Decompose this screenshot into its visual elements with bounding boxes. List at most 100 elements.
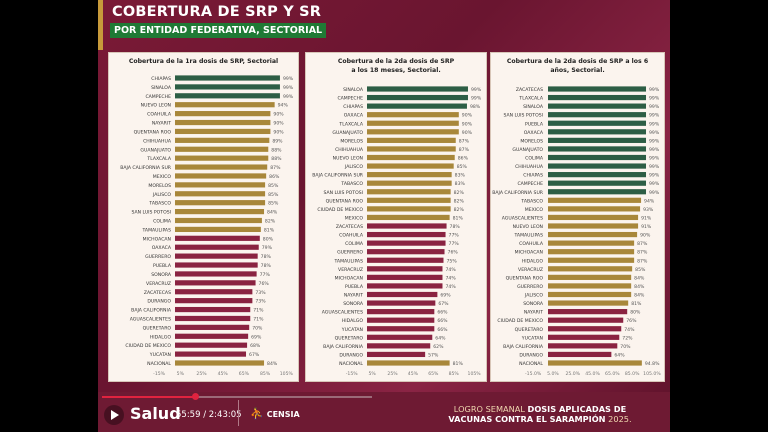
category-label: SONORA	[343, 301, 364, 307]
value-label: 99%	[649, 96, 660, 102]
bar-sinaloa	[367, 86, 468, 92]
category-label: OAXACA	[344, 113, 364, 119]
bar-nayarit	[367, 291, 438, 298]
category-label: CAMPECHE	[337, 96, 363, 102]
value-label: 77%	[260, 272, 271, 278]
bar-mexico	[367, 214, 450, 221]
category-label: COAHUILA	[339, 233, 364, 239]
value-label: 99%	[283, 76, 294, 82]
bar-veracruz	[175, 280, 256, 286]
category-label: CHIAPAS	[523, 173, 543, 179]
bar-yucatan	[175, 351, 247, 357]
category-label: MICHOACAN	[143, 236, 171, 242]
bar-baja-california-sur	[367, 172, 452, 178]
bar-michoacan	[175, 235, 260, 241]
bar-baja-california	[367, 343, 431, 349]
category-label: CHIAPAS	[343, 104, 363, 110]
value-label: 70%	[620, 344, 631, 350]
bar-chiapas	[175, 75, 280, 81]
bar-zacatecas	[367, 223, 447, 229]
slide-subtitle: POR ENTIDAD FEDERATIVA, SECTORIAL	[110, 23, 327, 38]
category-label: GUERRERO	[145, 254, 171, 260]
bar-tlaxcala	[367, 120, 459, 126]
bar-coahuila	[548, 240, 635, 246]
bar-morelos	[548, 137, 647, 143]
bar-guerrero	[548, 283, 632, 289]
bar-mexico	[548, 206, 641, 212]
value-label: 57%	[428, 352, 439, 358]
bar-aguascalientes	[175, 315, 251, 322]
category-label: BAJA CALIFORNIA	[131, 308, 172, 314]
axis-tick-label: 85.0%	[625, 371, 640, 377]
category-label: SAN LUIS POTOSI	[131, 210, 171, 216]
value-label: 67%	[249, 352, 260, 358]
bar-baja-california	[175, 306, 251, 313]
category-label: HIDALGO	[342, 318, 364, 324]
axis-tick-label: 65.0%	[605, 371, 620, 377]
category-label: GUANAJUATO	[512, 147, 543, 153]
value-label: 81%	[453, 361, 464, 367]
category-label: BAJA CALIFORNIA	[323, 344, 364, 350]
category-label: MEXICO	[345, 215, 364, 221]
bar-jalisco	[175, 191, 266, 197]
category-label: TABASCO	[340, 181, 363, 187]
category-label: CAMPECHE	[145, 94, 171, 100]
category-label: ZACATECAS	[336, 224, 363, 230]
value-label: 90%	[640, 233, 651, 239]
category-label: CHIAPAS	[151, 76, 171, 82]
category-label: GUANAJUATO	[140, 147, 171, 153]
bar-campeche	[548, 180, 647, 186]
category-label: SONORA	[151, 272, 172, 278]
axis-tick-label: 5%	[368, 371, 376, 377]
value-label: 99%	[283, 85, 294, 91]
value-label: 99%	[649, 156, 660, 162]
video-scrubber-handle[interactable]	[191, 393, 199, 400]
category-label: MORELOS	[520, 138, 543, 144]
video-progress-bar[interactable]	[102, 393, 372, 400]
bar-sonora	[175, 271, 257, 277]
value-label: 74%	[445, 275, 456, 281]
bar-yucatan	[548, 334, 620, 340]
category-label: QUENTANA ROO	[134, 129, 172, 135]
value-label: 90%	[462, 121, 473, 127]
bar-campeche	[175, 93, 280, 99]
bar-sonora	[367, 300, 436, 306]
value-label: 71%	[253, 308, 264, 314]
category-label: DURANGO	[519, 352, 543, 358]
bar-sinaloa	[175, 84, 280, 90]
category-label: JALISCO	[152, 192, 171, 198]
censia-label: CENSIA	[266, 410, 300, 419]
value-label: 90%	[273, 129, 284, 135]
bar-campeche	[367, 94, 468, 101]
category-label: QUERETARO	[143, 325, 172, 331]
category-label: MORELOS	[340, 138, 363, 144]
bar-hidalgo	[367, 317, 435, 323]
value-label: 85%	[268, 183, 279, 189]
value-label: 90%	[273, 112, 284, 118]
category-label: AGUASCALIENTES	[322, 310, 363, 316]
bar-guanajuato	[367, 129, 459, 135]
bar-colima	[175, 217, 262, 224]
category-label: SAN LUIS POTOSI	[323, 190, 363, 196]
bar-aguascalientes	[548, 214, 639, 221]
category-label: GUERRERO	[337, 250, 363, 256]
value-label: 89%	[272, 138, 283, 144]
bar-nayarit	[548, 309, 628, 315]
bar-chiapas	[548, 172, 647, 178]
category-label: NAYARIT	[524, 310, 543, 316]
category-label: COLIMA	[345, 241, 364, 247]
bar-chihuahua	[548, 163, 647, 169]
value-label: 99%	[649, 190, 660, 196]
value-label: 86%	[458, 156, 469, 162]
play-button[interactable]	[104, 405, 124, 425]
divider	[238, 400, 239, 426]
value-label: 69%	[440, 293, 451, 299]
value-label: 84%	[267, 210, 278, 216]
bar-tabasco	[175, 200, 266, 206]
bar-chart: SINALOA 99% CAMPECHE 99% CHIAPAS 98% OAXACA 90%…	[312, 86, 482, 377]
value-label: 99%	[649, 104, 660, 110]
bar-veracruz	[367, 266, 443, 272]
bar-jalisco	[548, 291, 632, 298]
category-label: DURANGO	[147, 299, 171, 305]
axis-tick-label: 45%	[408, 371, 419, 377]
